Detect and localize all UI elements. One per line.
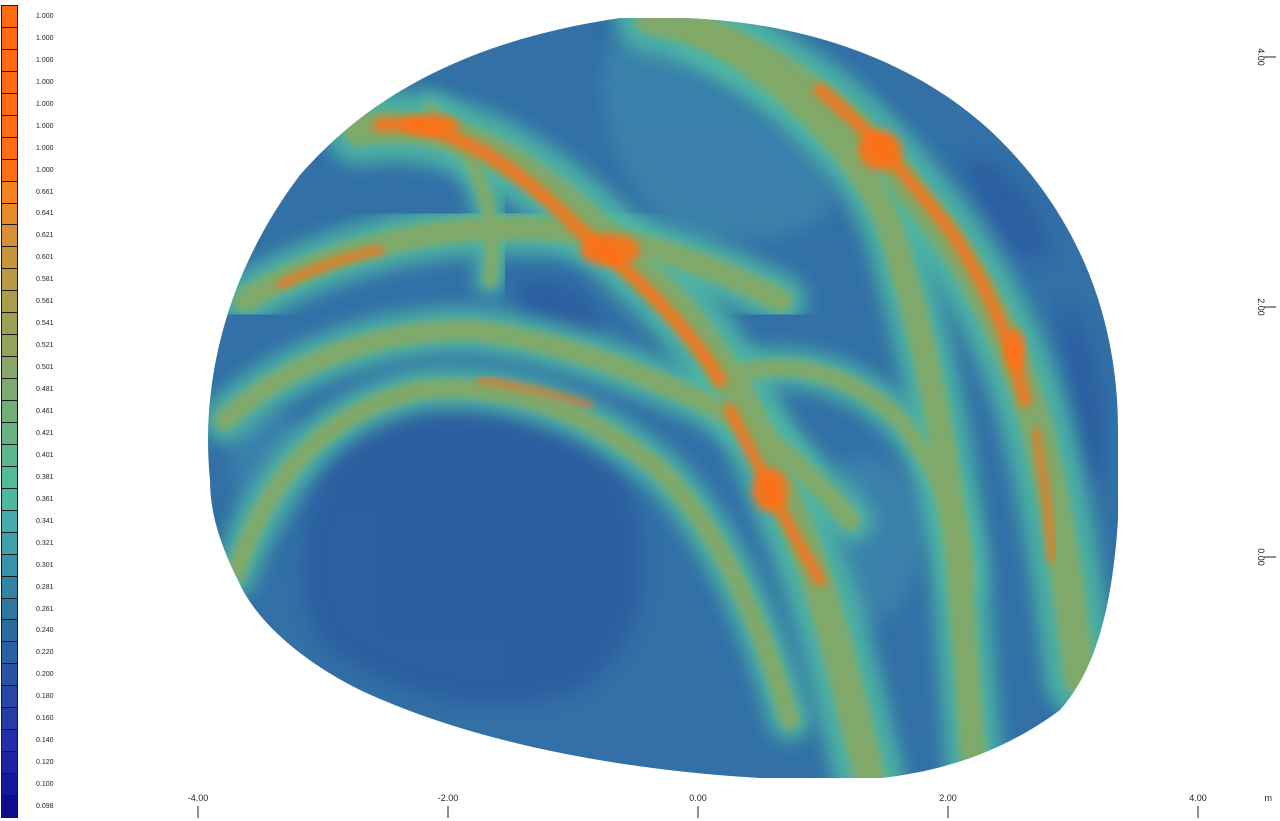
stress-hotspot [580,234,640,266]
surface-region [302,392,644,705]
colorbar-label: 1.000 [36,144,54,152]
stress-hotspot [400,115,460,135]
y-tick-label: 0.00 [1256,548,1266,566]
colorbar-label: 1.000 [36,12,54,20]
x-tick-label: -2.00 [438,793,459,803]
colorbar-label: 1.000 [36,100,54,108]
colorbar-label: 0.521 [36,342,54,350]
stress-peak [276,246,384,289]
colorbar-label: 0.601 [36,254,54,262]
colorbar-label: 1.000 [36,34,54,42]
stress-band [214,319,861,531]
colorbar-label: 0.321 [36,539,54,547]
stress-peak [1031,426,1056,564]
colorbar-label: 1.000 [36,166,54,174]
colorbar-label: 1.000 [36,78,54,86]
colorbar-label: 0.581 [36,276,54,284]
colorbar-label: 0.461 [36,408,54,415]
x-tick-label: 2.00 [939,793,957,803]
stress-hotspot [752,468,788,512]
x-tick-label: -4.00 [188,793,209,803]
stress-band [687,18,988,778]
x-tick-label: 4.00 [1189,793,1207,803]
colorbar-label: 0.661 [36,188,54,196]
colorbar-label: 0.180 [36,693,54,701]
x-tick-label: 0.00 [689,793,707,803]
colorbar-label: 0.641 [36,210,54,218]
dome-surface [208,18,1118,778]
y-tick-label: 2.00 [1256,298,1266,316]
colorbar-label: 0.541 [36,320,54,328]
colorbar-label: 0.261 [36,605,54,613]
colorbar-label: 0.301 [36,561,54,569]
stress-hotspot [858,130,902,170]
axes: -4.00 -2.00 0.00 2.00 4.00 m 4.00 2.00 0.00 [188,48,1276,818]
colorbar-label: 0.621 [36,232,54,240]
colorbar-label: 0.481 [36,386,54,394]
colorbar-label: 1.000 [36,122,54,130]
colorbar-label: 0.098 [36,803,54,811]
colorbar-swatch [1,795,18,818]
colorbar-label: 0.100 [36,781,54,789]
stress-band [711,359,974,589]
colorbar-label: 1.000 [36,56,54,64]
colorbar-label: 0.220 [36,649,54,657]
colorbar-label: 0.341 [36,517,54,525]
stress-peak [477,377,593,408]
colorbar-label: 0.421 [36,429,54,437]
colorbar-label: 0.381 [36,473,54,481]
colorbar-label: 0.561 [36,298,54,306]
colorbar-label: 0.200 [36,671,54,679]
y-tick-label: 4.00 [1256,48,1266,66]
colorbar-label: 0.281 [36,583,54,591]
colorbar-label: 0.401 [36,451,54,459]
stress-band [225,378,800,730]
colorbar-label: 0.361 [36,495,54,503]
colorbar-label: 0.120 [36,759,54,767]
colorbar-label: 0.501 [36,364,54,372]
colorbar-label: 0.160 [36,715,54,723]
x-unit-label: m [1265,793,1273,803]
surface-region [960,158,1050,260]
colorbar-label: 0.240 [36,627,54,635]
colorbar-label: 0.140 [36,737,54,745]
colorbar-legend: 1.000 1.000 1.000 1.000 1.000 1.000 1.000 1.000… [0,0,80,821]
surface-region [1060,300,1103,480]
stress-hotspot [1005,328,1025,372]
